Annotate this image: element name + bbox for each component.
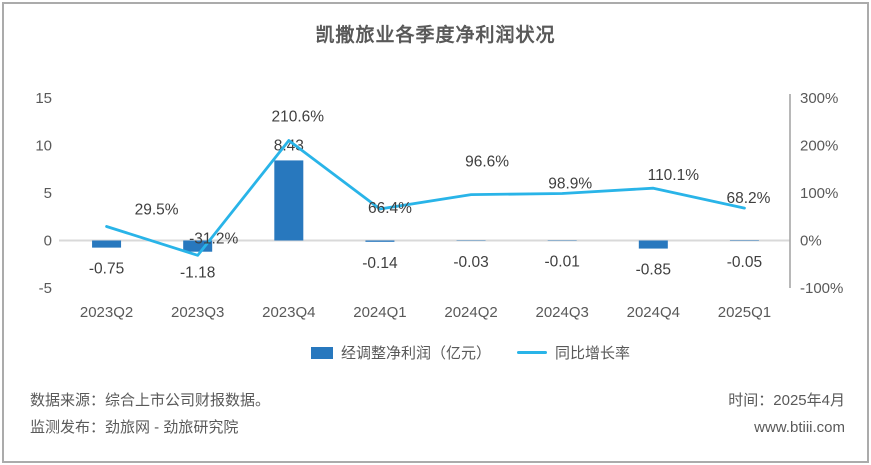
x-axis-label: 2023Q3 bbox=[171, 304, 224, 321]
chart-title: 凯撒旅业各季度净利润状况 bbox=[315, 25, 556, 46]
footer-left: 数据来源：综合上市公司财报数据。 监测发布：劲旅网 - 劲旅研究院 bbox=[30, 387, 270, 441]
bar-value-label: -0.14 bbox=[362, 255, 398, 272]
data-source-text: 数据来源：综合上市公司财报数据。 bbox=[30, 392, 271, 409]
bar bbox=[92, 240, 122, 248]
bar-value-label: -0.03 bbox=[453, 254, 488, 271]
time-text: 时间：2025年4月 bbox=[728, 392, 845, 409]
left-axis-tick: 10 bbox=[35, 138, 52, 155]
pct-value-label: -31.2% bbox=[189, 230, 238, 247]
pct-value-label: 210.6% bbox=[272, 108, 325, 125]
pct-value-label: 110.1% bbox=[648, 167, 700, 184]
left-axis-tick: 5 bbox=[44, 185, 52, 202]
right-axis-tick: 0% bbox=[800, 233, 822, 250]
x-axis-label: 2023Q4 bbox=[262, 304, 315, 321]
footer-right: 时间：2025年4月 www.btiii.com bbox=[728, 387, 845, 441]
pct-value-label: 96.6% bbox=[465, 154, 509, 171]
bar-value-label: -1.18 bbox=[180, 265, 215, 282]
bar bbox=[638, 240, 668, 249]
legend-item-yoy-growth: 同比增长率 bbox=[517, 342, 630, 363]
legend: 经调整净利润（亿元） 同比增长率 bbox=[311, 342, 630, 363]
pct-value-label: 98.9% bbox=[548, 176, 592, 193]
chart-plot: 15 10 5 0 -5 300% 200% 100% 0% -100% 2023Q2 2023Q3 2… bbox=[35, 90, 843, 321]
pct-value-label: 29.5% bbox=[135, 201, 179, 218]
left-axis-tick: 15 bbox=[35, 90, 52, 107]
x-axis-label: 2023Q2 bbox=[80, 304, 133, 321]
x-axis-label: 2024Q4 bbox=[627, 304, 680, 321]
bar bbox=[365, 240, 395, 242]
left-axis-tick: -5 bbox=[39, 280, 52, 297]
bar-value-label: -0.85 bbox=[636, 262, 671, 279]
bar-value-label: -0.05 bbox=[727, 254, 762, 271]
left-axis-tick: 0 bbox=[44, 233, 52, 250]
x-axis-label: 2024Q2 bbox=[444, 304, 497, 321]
bar-value-label: -0.75 bbox=[89, 261, 124, 278]
right-axis-tick: 200% bbox=[800, 138, 838, 155]
legend-item-net-profit: 经调整净利润（亿元） bbox=[311, 342, 491, 363]
yoy-growth-line bbox=[105, 139, 746, 257]
website-link[interactable]: www.btiii.com bbox=[754, 419, 845, 436]
bar bbox=[183, 240, 213, 252]
publisher-text: 监测发布：劲旅网 - 劲旅研究院 bbox=[30, 419, 239, 436]
right-axis-tick: 100% bbox=[800, 185, 838, 202]
pct-value-label: 66.4% bbox=[368, 200, 412, 217]
right-axis-tick: -100% bbox=[800, 280, 843, 297]
bar-value-label: -0.01 bbox=[545, 254, 580, 271]
bar bbox=[274, 160, 304, 241]
x-axis-label: 2024Q3 bbox=[535, 304, 588, 321]
legend-label-yoy-growth: 同比增长率 bbox=[555, 345, 631, 362]
right-axis-tick: 300% bbox=[800, 90, 838, 107]
legend-label-net-profit: 经调整净利润（亿元） bbox=[341, 345, 492, 362]
pct-value-label: 68.2% bbox=[726, 190, 770, 207]
x-axis-label: 2025Q1 bbox=[718, 304, 771, 321]
bar-swatch-icon bbox=[311, 346, 333, 359]
x-axis-label: 2024Q1 bbox=[353, 304, 406, 321]
line-swatch-icon bbox=[517, 351, 548, 354]
